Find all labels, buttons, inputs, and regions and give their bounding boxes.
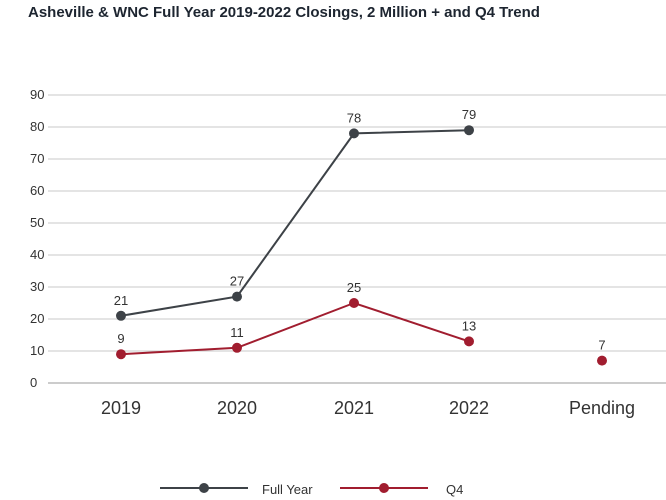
y-tick-label: 10 <box>30 343 44 358</box>
data-point-full-year <box>232 291 242 302</box>
legend-marker-full-year <box>199 483 209 493</box>
data-label-full-year: 79 <box>462 107 476 122</box>
data-label-q4: 9 <box>117 331 124 346</box>
legend-label-full-year: Full Year <box>262 482 313 497</box>
x-tick-label: 2019 <box>101 398 141 418</box>
data-label-full-year: 27 <box>230 274 244 289</box>
y-tick-label: 30 <box>30 279 44 294</box>
data-point-q4 <box>232 342 242 353</box>
y-tick-label: 80 <box>30 119 44 134</box>
data-label-q4: 13 <box>462 318 476 333</box>
chart-title: Asheville & WNC Full Year 2019-2022 Clos… <box>28 4 540 21</box>
data-point-full-year <box>349 128 359 139</box>
legend-marker-q4 <box>379 483 389 493</box>
y-tick-label: 50 <box>30 215 44 230</box>
data-point-full-year <box>116 310 126 321</box>
data-label-q4: 7 <box>598 338 605 353</box>
series-line-full-year <box>120 129 470 317</box>
y-tick-label: 0 <box>30 375 37 390</box>
data-label-q4: 25 <box>347 280 361 295</box>
data-label-full-year: 78 <box>347 110 361 125</box>
data-point-q4 <box>464 336 474 347</box>
y-tick-label: 40 <box>30 247 44 262</box>
series-line-q4 <box>120 301 470 356</box>
data-label-full-year: 21 <box>114 293 128 308</box>
y-tick-label: 70 <box>30 151 44 166</box>
data-label-q4: 11 <box>230 325 244 340</box>
x-tick-label: 2020 <box>217 398 257 418</box>
data-point-full-year <box>464 125 474 136</box>
y-tick-label: 20 <box>30 311 44 326</box>
x-tick-label: 2021 <box>334 398 374 418</box>
y-tick-label: 90 <box>30 87 44 102</box>
data-point-q4 <box>349 298 359 308</box>
x-tick-label: Pending <box>569 398 635 418</box>
x-tick-label: 2022 <box>449 398 489 418</box>
y-tick-label: 60 <box>30 183 44 198</box>
data-point-q4 <box>116 349 126 360</box>
legend-label-q4: Q4 <box>446 482 463 497</box>
data-point-q4 <box>597 355 607 366</box>
